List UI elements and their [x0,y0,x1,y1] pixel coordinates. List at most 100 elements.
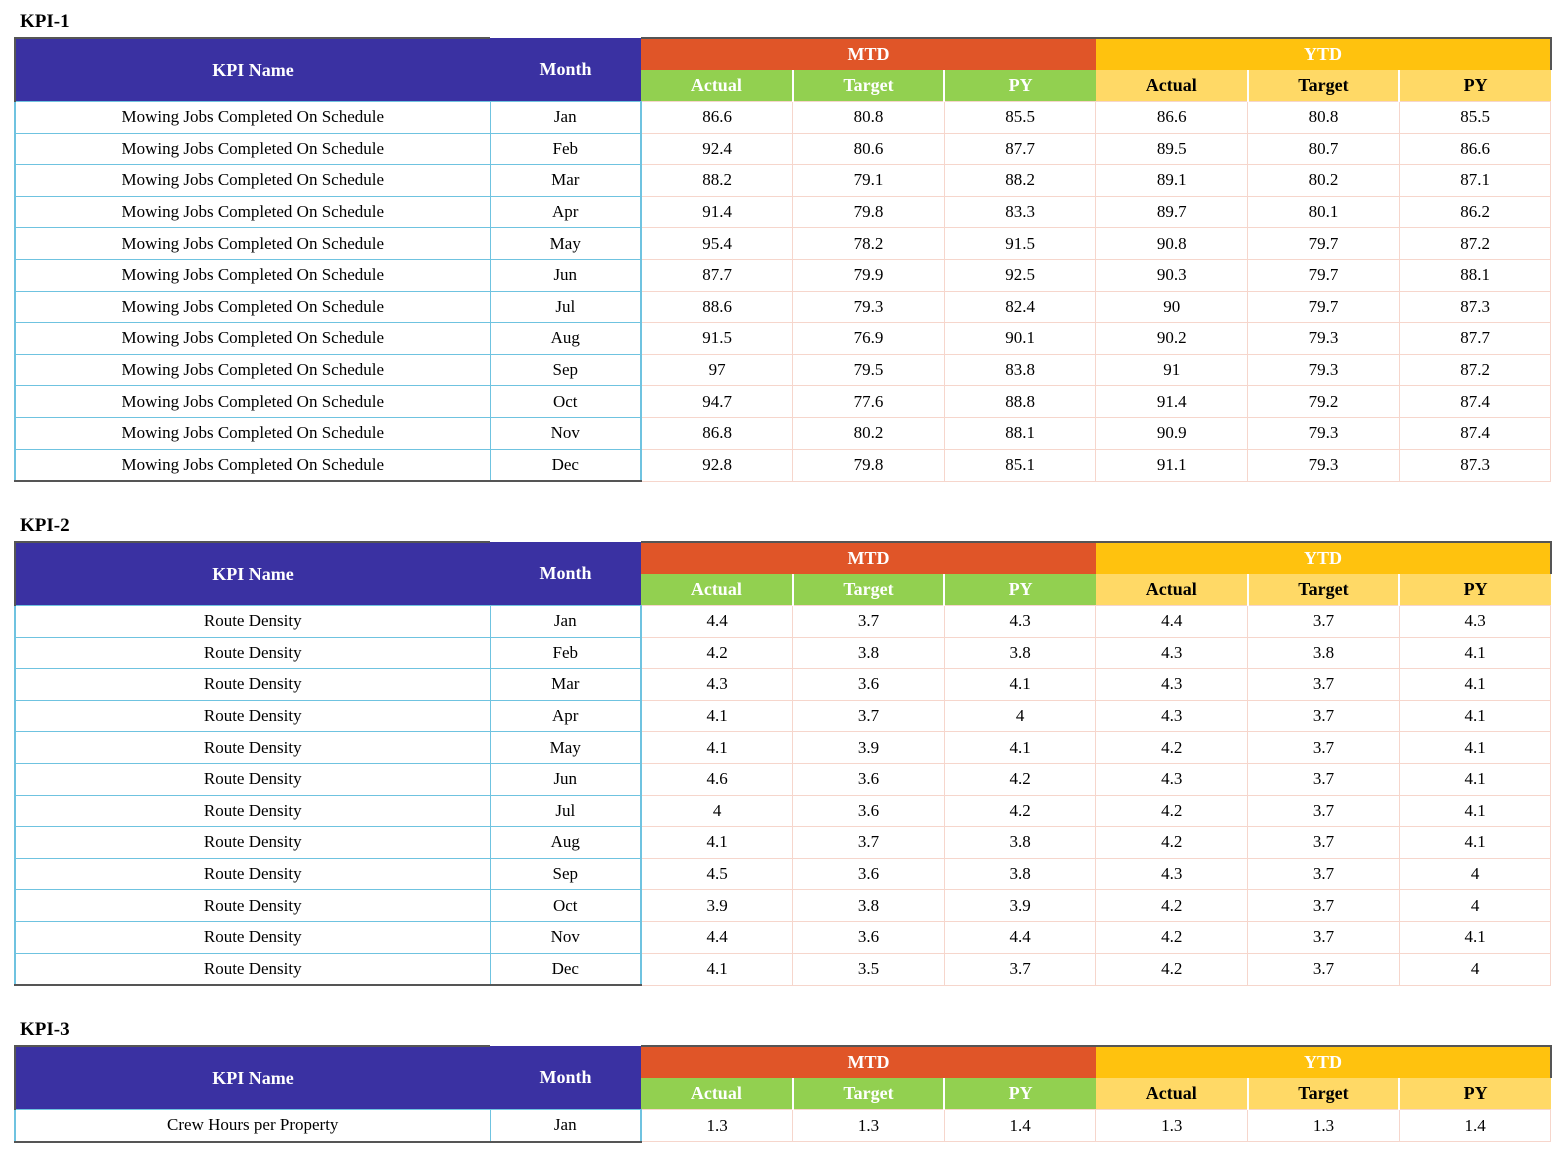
month-cell: Oct [489,889,642,922]
ytd-actual-cell: 4.3 [1095,636,1249,670]
mtd-target-cell: 79.8 [792,195,945,229]
ytd-actual-cell: 4.2 [1095,889,1249,922]
mtd-target-cell: 3.9 [792,731,945,764]
month-cell: Jan [489,605,642,638]
mtd-py-cell: 3.8 [943,636,1097,670]
mtd-actual-cell: 4.3 [640,668,794,701]
ytd-target-header: Target [1247,70,1401,102]
ytd-actual-cell: 4.4 [1095,605,1249,638]
ytd-actual-cell: 4.3 [1095,857,1249,891]
ytd-actual-cell: 91 [1095,353,1249,387]
ytd-target-header: Target [1247,1078,1401,1110]
ytd-py-cell: 85.5 [1398,101,1552,134]
mtd-target-cell: 3.6 [792,794,945,828]
mtd-py-cell: 4.1 [943,668,1097,701]
kpi-2-title: KPI-2 [20,515,70,536]
ytd-actual-cell: 4.2 [1095,826,1249,859]
kpi-name-cell: Mowing Jobs Completed On Schedule [14,353,491,387]
mtd-actual-cell: 4.6 [640,762,794,796]
mtd-actual-cell: 88.2 [640,164,794,197]
kpi-name-cell: Route Density [14,920,491,954]
mtd-target-cell: 76.9 [792,322,945,355]
kpi-1-table: KPI Name Month MTD YTD Actual Target PY … [14,37,1552,483]
month-cell: Mar [489,164,642,197]
ytd-actual-cell: 89.5 [1095,132,1249,166]
kpi-name-cell: Mowing Jobs Completed On Schedule [14,132,491,166]
mtd-py-cell: 87.7 [943,132,1097,166]
kpi-name-cell: Route Density [14,699,491,733]
mtd-target-cell: 3.8 [792,636,945,670]
kpi-name-cell: Route Density [14,826,491,859]
ytd-actual-cell: 4.2 [1095,920,1249,954]
mtd-py-cell: 85.1 [943,448,1097,482]
mtd-py-cell: 88.1 [943,416,1097,450]
mtd-py-header: PY [944,70,1096,102]
ytd-py-cell: 87.4 [1398,416,1552,450]
month-cell: Nov [489,416,642,450]
kpi-name-cell: Mowing Jobs Completed On Schedule [14,385,491,418]
mtd-target-cell: 80.8 [792,101,945,134]
ytd-actual-cell: 4.2 [1095,731,1249,764]
table-row: Route Density Jan 4.4 3.7 4.3 4.4 3.7 4.3 [14,605,1552,638]
mtd-actual-header: Actual [641,1078,794,1110]
ytd-target-cell: 79.7 [1247,258,1400,292]
mtd-actual-header: Actual [641,574,794,606]
table-row: Mowing Jobs Completed On Schedule May 95.4… [14,227,1552,260]
ytd-py-cell: 4.1 [1398,699,1552,733]
ytd-actual-cell: 89.1 [1095,164,1249,197]
ytd-target-cell: 1.3 [1247,1108,1400,1143]
mtd-py-cell: 4.3 [943,605,1097,638]
ytd-actual-cell: 4.2 [1095,794,1249,828]
kpi-name-cell: Route Density [14,605,491,638]
mtd-target-cell: 80.2 [792,416,945,450]
mtd-target-header: Target [792,574,946,606]
kpi-name-cell: Mowing Jobs Completed On Schedule [14,195,491,229]
mtd-py-cell: 4.2 [943,762,1097,796]
ytd-target-cell: 79.3 [1247,353,1400,387]
month-cell: Aug [489,826,642,859]
ytd-py-cell: 1.4 [1398,1108,1552,1143]
mtd-actual-cell: 4 [640,794,794,828]
table-row: Mowing Jobs Completed On Schedule Mar 88.2… [14,164,1552,197]
mtd-target-cell: 77.6 [792,385,945,418]
mtd-actual-cell: 97 [640,353,794,387]
kpi-name-header: KPI Name [14,541,490,606]
month-header: Month [490,1046,641,1110]
kpi-2-rows: Route Density Jan 4.4 3.7 4.3 4.4 3.7 4.3 Route … [14,605,1552,987]
mtd-py-cell: 4 [943,699,1097,733]
mtd-actual-cell: 94.7 [640,385,794,418]
table-row: Route Density Oct 3.9 3.8 3.9 4.2 3.7 4 [14,889,1552,922]
ytd-target-cell: 3.7 [1247,794,1400,828]
kpi-name-cell: Mowing Jobs Completed On Schedule [14,416,491,450]
mtd-target-cell: 3.7 [792,605,945,638]
month-cell: Jul [489,290,642,324]
kpi-name-header: KPI Name [14,37,490,102]
month-cell: Apr [489,699,642,733]
mtd-target-cell: 3.8 [792,889,945,922]
ytd-py-cell: 87.3 [1398,448,1552,482]
ytd-py-cell: 4 [1398,952,1552,986]
ytd-target-cell: 80.2 [1247,164,1400,197]
ytd-actual-cell: 86.6 [1095,101,1249,134]
ytd-actual-cell: 90.3 [1095,258,1249,292]
table-row: Route Density Feb 4.2 3.8 3.8 4.3 3.8 4.1 [14,636,1552,670]
ytd-target-cell: 3.7 [1247,889,1400,922]
mtd-target-cell: 1.3 [792,1108,945,1143]
mtd-actual-cell: 4.4 [640,920,794,954]
mtd-actual-cell: 4.1 [640,731,794,764]
mtd-py-cell: 88.8 [943,385,1097,418]
ytd-target-cell: 3.7 [1247,762,1400,796]
month-cell: Jan [489,1108,642,1143]
mtd-actual-cell: 1.3 [640,1108,794,1143]
mtd-target-header: Target [792,70,946,102]
ytd-py-cell: 87.1 [1398,164,1552,197]
mtd-header: MTD [641,1045,1096,1078]
ytd-py-cell: 87.3 [1398,290,1552,324]
ytd-target-cell: 3.7 [1247,920,1400,954]
mtd-actual-cell: 95.4 [640,227,794,260]
table-row: Mowing Jobs Completed On Schedule Jun 87.7… [14,258,1552,292]
mtd-py-header: PY [944,574,1096,606]
ytd-target-header: Target [1247,574,1401,606]
ytd-target-cell: 79.2 [1247,385,1400,418]
table-row: Mowing Jobs Completed On Schedule Oct 94.7… [14,385,1552,418]
